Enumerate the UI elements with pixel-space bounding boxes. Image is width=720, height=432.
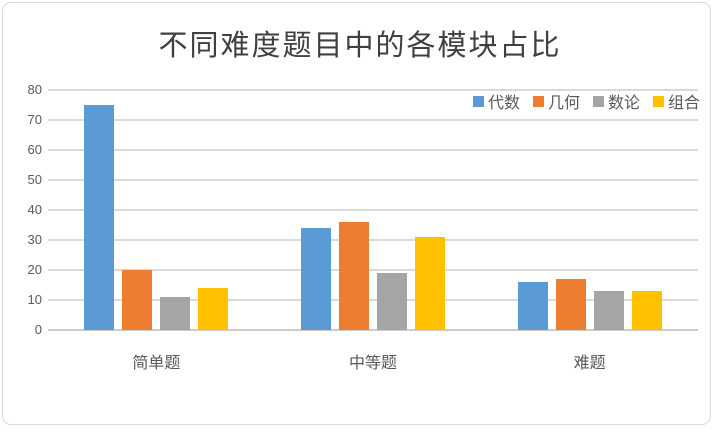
bar-series-1-category-1 [339,222,369,330]
bar-series-0-category-2 [517,282,548,330]
y-axis-tick-label: 0 [34,322,42,337]
gridline [48,269,698,271]
gridline [48,299,698,301]
legend-color-swatch [652,95,664,107]
gridline [48,239,698,241]
legend-color-swatch [472,95,484,107]
y-axis-tick-label: 40 [27,202,42,217]
legend-label: 代数 [487,95,520,112]
gridline [48,149,698,151]
bar-series-1-category-2 [555,279,586,330]
legend-label: 数论 [607,95,640,112]
y-axis-tick-label: 10 [27,292,42,307]
legend-color-swatch [532,95,544,107]
gridline [48,119,698,121]
legend-label: 组合 [667,95,700,112]
legend-item-3: 组合 [652,89,700,113]
gridline [48,209,698,211]
x-axis-category-label: 难题 [573,355,606,372]
legend-label: 几何 [547,95,580,112]
y-axis-tick-label: 30 [27,232,42,247]
gridline [48,179,698,181]
y-axis-tick-label: 60 [27,142,42,157]
legend-item-1: 几何 [532,89,580,113]
y-axis-tick-label: 20 [27,262,42,277]
y-axis-tick-label: 80 [27,82,42,97]
bar-series-2-category-2 [593,291,624,330]
bar-series-2-category-0 [160,297,191,330]
bar-series-0-category-1 [301,228,331,330]
bar-series-3-category-1 [415,237,445,330]
legend-item-2: 数论 [592,89,640,113]
bar-series-0-category-0 [84,105,115,330]
y-axis-tick-label: 70 [27,112,42,127]
x-axis-category-label: 简单题 [132,355,181,372]
gridline [48,89,698,91]
bar-series-3-category-0 [198,288,229,330]
x-axis-line [48,329,698,331]
legend-color-swatch [592,95,604,107]
legend-item-0: 代数 [472,89,520,113]
bar-series-3-category-2 [631,291,662,330]
y-axis-tick-label: 50 [27,172,42,187]
bar-series-1-category-0 [122,270,153,330]
x-axis-category-label: 中等题 [348,355,398,372]
chart-title: 不同难度题目中的各模块占比 [158,30,562,62]
bar-series-2-category-1 [377,273,407,330]
legend: 代数 几何 数论 组合 [472,89,700,113]
